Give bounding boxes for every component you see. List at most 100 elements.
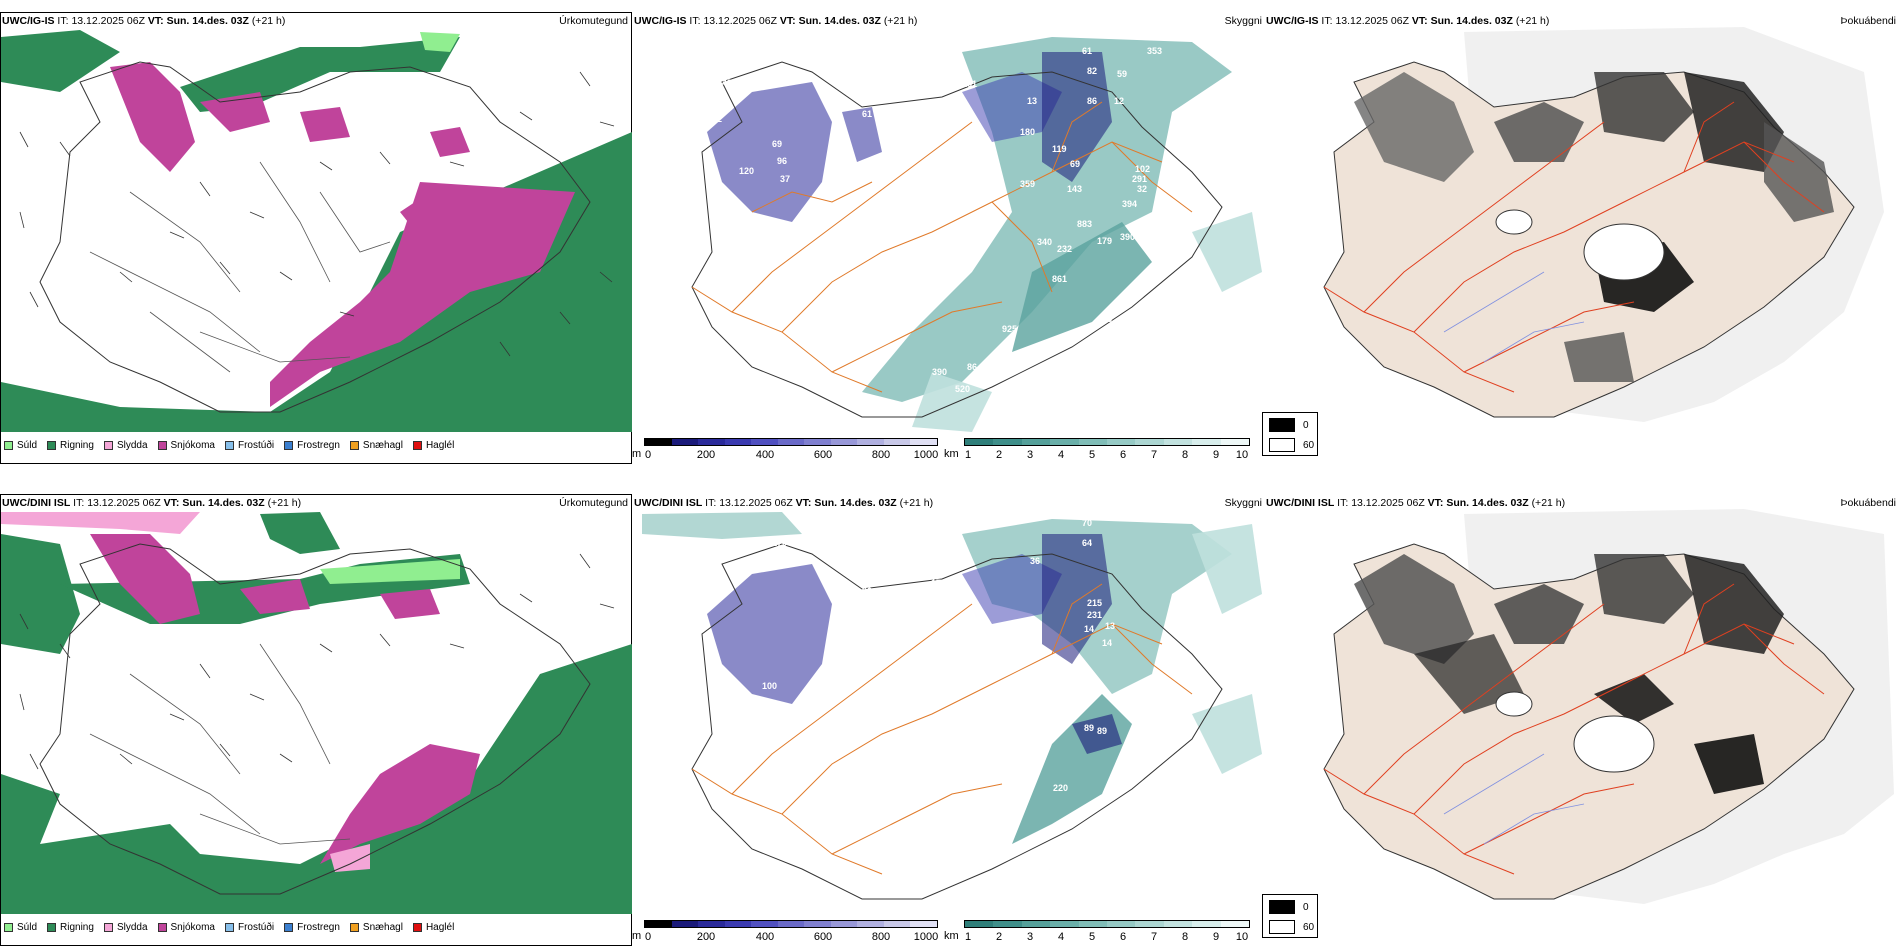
legend-item: Haglél	[412, 440, 454, 451]
legend-item: Frostúði	[224, 922, 274, 933]
row1-precip-legend: Súld Rigning Slydda Snjókoma Frostúði Fr…	[4, 440, 454, 451]
row2-fog-panel: UWC/DINI ISL IT: 13.12.2025 06Z VT: Sun.…	[1262, 494, 1900, 946]
vis-tick: 1	[964, 449, 972, 461]
vis-unit: km	[944, 448, 959, 460]
legend-item: Súld	[4, 440, 37, 451]
legend-swatch	[47, 441, 57, 450]
snow-tick: 600	[813, 931, 833, 943]
vis-tick: 6	[1119, 931, 1127, 943]
legend-item: Frostregn	[284, 440, 340, 451]
fog-legend-swatch	[1269, 438, 1295, 452]
vis-tick: 3	[1026, 449, 1034, 461]
snow-tick: 0	[644, 931, 652, 943]
legend-swatch	[4, 923, 13, 932]
row2-precip-header: UWC/DINI ISL IT: 13.12.2025 06Z VT: Sun.…	[2, 497, 302, 509]
snow-bar-swatch	[857, 439, 884, 445]
map-value-label: 179	[1097, 236, 1112, 246]
legend-swatch	[4, 441, 13, 450]
snow-tick: 800	[871, 931, 891, 943]
row2-fog-header: UWC/DINI ISL IT: 13.12.2025 06Z VT: Sun.…	[1266, 497, 1566, 509]
fog-legend-item: 0	[1269, 418, 1309, 432]
row1-precip-panel: UWC/IG-IS IT: 13.12.2025 06Z VT: Sun. 14…	[0, 12, 632, 464]
map-value-label: 925	[1002, 324, 1017, 334]
map-value-label: 86	[967, 362, 977, 372]
row2-snow-colorbar: m 0 200 400 600 800 1000	[632, 920, 938, 948]
row1-vis-header: UWC/IG-IS IT: 13.12.2025 06Z VT: Sun. 14…	[634, 15, 918, 27]
vis-bar-swatch	[993, 439, 1022, 445]
row1-snow-colorbar: m 0 200 400 600 800 1000	[632, 438, 938, 466]
snow-tick: 200	[696, 931, 716, 943]
row2-fog-title: Þokuábendi	[1840, 497, 1896, 509]
map-value-label: 85	[692, 214, 702, 224]
fog-legend-swatch	[1269, 900, 1295, 914]
vis-tick: 2	[995, 931, 1003, 943]
map-value-label: 82	[1087, 66, 1097, 76]
vis-tick: 6	[1119, 449, 1127, 461]
legend-item: Snæhagl	[349, 440, 403, 451]
snow-unit: m	[632, 930, 642, 942]
map-value-label: 215	[1087, 598, 1102, 608]
row1-vis-title: Skyggni	[1224, 15, 1262, 27]
map-value-label: 394	[1122, 199, 1137, 209]
row2-vis-title: Skyggni	[1224, 497, 1262, 509]
map-value-label: 233	[772, 558, 787, 568]
map-value-label: 149	[717, 78, 732, 88]
vis-bar-swatch	[1163, 921, 1193, 927]
vis-bar-swatch	[1220, 921, 1250, 927]
snow-bar-swatch	[777, 439, 805, 445]
vis-bar-colors	[964, 920, 1250, 928]
vis-tick: 8	[1181, 449, 1189, 461]
map-value-label: 96	[777, 156, 787, 166]
map-value-label: 90	[862, 586, 872, 596]
map-value-label: 14	[1102, 638, 1112, 648]
vis-tick: 8	[1181, 931, 1189, 943]
vis-bar-swatch	[1050, 921, 1079, 927]
map-value-label: 37	[780, 174, 790, 184]
map-value-label: 36	[1030, 556, 1040, 566]
snow-bar-swatch	[883, 439, 911, 445]
snow-tick: 600	[813, 449, 833, 461]
snow-bar-swatch	[830, 921, 858, 927]
vis-tick: 5	[1088, 931, 1096, 943]
map-value-label: 61	[1082, 46, 1092, 56]
legend-item: Súld	[4, 922, 37, 933]
fog-legend-item: 0	[1269, 900, 1309, 914]
vis-unit: km	[944, 930, 959, 942]
legend-item: Frostúði	[224, 440, 274, 451]
snow-unit: m	[632, 448, 642, 460]
map-value-label: 12	[1114, 96, 1124, 106]
map-value-label: 89	[1097, 726, 1107, 736]
map-value-label: 143	[1067, 184, 1082, 194]
snow-bar-swatch	[883, 921, 911, 927]
row2-precip-legend: Súld Rigning Slydda Snjókoma Frostúði Fr…	[4, 922, 454, 933]
vis-bar-swatch	[1135, 439, 1164, 445]
row2-vis-panel: 70 64 113 170 233 75 174 90 215 231 14 13 14 83 100 148…	[632, 494, 1264, 946]
legend-swatch	[349, 441, 359, 450]
map-value-label: 69	[772, 139, 782, 149]
legend-swatch	[284, 923, 294, 932]
snow-bar-colors	[644, 438, 938, 446]
map-value-label: 59	[1117, 69, 1127, 79]
row1-precip-header: UWC/IG-IS IT: 13.12.2025 06Z VT: Sun. 14…	[2, 15, 286, 27]
row2-vis-labels: 50 36	[947, 548, 1040, 566]
map-value-label: 170	[772, 538, 787, 548]
map-value-label: 120	[739, 166, 754, 176]
map-value-label: 359	[1020, 179, 1035, 189]
map-value-label: 13	[1105, 621, 1115, 631]
snow-bar-swatch	[724, 921, 752, 927]
map-value-label: 64	[1082, 538, 1092, 548]
snow-bar-swatch	[751, 921, 778, 927]
snow-tick: 800	[871, 449, 891, 461]
vis-bar-swatch	[1078, 439, 1108, 445]
map-value-label: 457	[737, 76, 752, 86]
fog-legend-swatch	[1269, 920, 1295, 934]
row2-wind-barbs	[19, 553, 615, 770]
map-value-label: 50	[947, 548, 957, 558]
row1-vis-colorbar: km 1 2 3 4 5 6 7 8 9 10	[944, 438, 1252, 466]
vis-bar-swatch	[1107, 439, 1136, 445]
vis-tick: 4	[1057, 931, 1065, 943]
map-value-label: 43	[1102, 314, 1112, 324]
map-value-label: 100	[875, 222, 890, 232]
map-value-label: 220	[1053, 783, 1068, 793]
